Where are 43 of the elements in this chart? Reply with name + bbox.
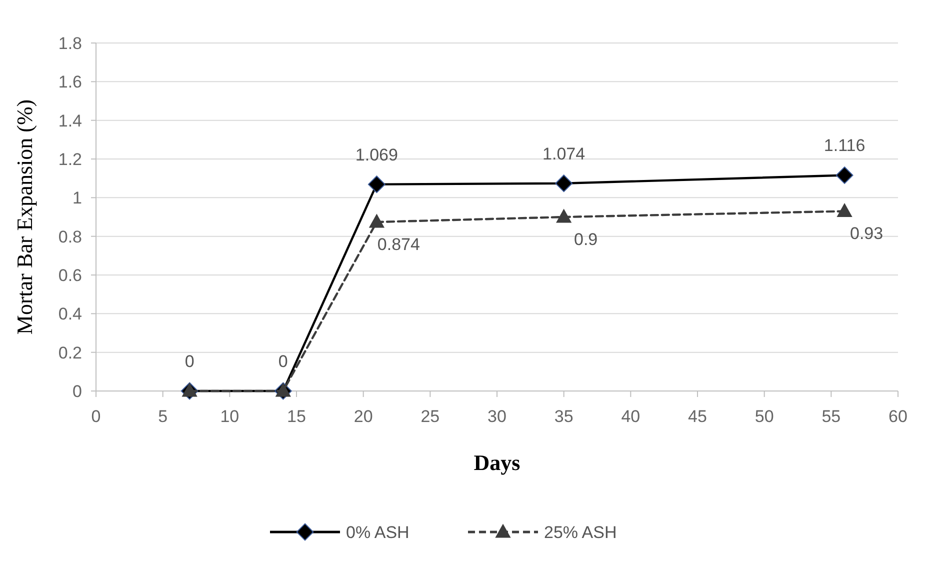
x-tick-label: 15 — [287, 407, 306, 426]
legend-label: 25% ASH — [544, 522, 617, 542]
y-tick-label: 0.6 — [58, 266, 82, 285]
x-tick-label: 50 — [754, 407, 774, 426]
x-tick-label: 20 — [354, 407, 373, 426]
y-tick-label: 1.2 — [58, 150, 82, 169]
point — [556, 208, 572, 223]
y-tick-label: 0.2 — [58, 343, 82, 362]
point — [368, 214, 385, 228]
y-tick-label: 1.6 — [58, 72, 82, 92]
data-label: 0.9 — [574, 230, 598, 249]
legend-label: 0% ASH — [346, 522, 410, 542]
data-label: 0 — [184, 352, 194, 371]
x-tick-label: 40 — [621, 407, 640, 426]
y-tick-label: 0 — [72, 382, 82, 401]
x-tick-label: 55 — [822, 407, 841, 426]
x-axis-title: Days — [474, 450, 521, 475]
y-tick-label: 1.8 — [58, 34, 82, 53]
point — [836, 202, 852, 217]
data-label: 0.874 — [377, 235, 420, 254]
y-tick-label: 1.4 — [58, 111, 82, 130]
data-label: 0.93 — [850, 224, 884, 244]
y-axis-title: Mortar Bar Expansion (%) — [12, 99, 37, 335]
point — [275, 382, 291, 397]
data-label: 1.069 — [355, 145, 398, 164]
y-tick-label: 1 — [72, 188, 82, 208]
point — [555, 174, 573, 192]
x-tick-label: 60 — [888, 407, 908, 426]
data-label: 1.116 — [824, 136, 866, 156]
point — [368, 176, 386, 194]
x-tick-label: 10 — [220, 407, 240, 426]
x-tick-label: 35 — [554, 407, 574, 426]
point — [182, 382, 198, 397]
y-tick-label: 0.4 — [58, 304, 82, 324]
x-tick-label: 25 — [420, 407, 440, 426]
y-tick-label: 0.8 — [58, 227, 82, 246]
point — [836, 166, 854, 184]
data-label: 1.074 — [542, 144, 586, 164]
x-tick-label: 5 — [158, 407, 168, 426]
x-tick-label: 45 — [688, 407, 707, 426]
x-tick-label: 30 — [488, 407, 506, 426]
data-label: 0 — [278, 352, 288, 371]
x-tick-label: 0 — [91, 407, 101, 426]
